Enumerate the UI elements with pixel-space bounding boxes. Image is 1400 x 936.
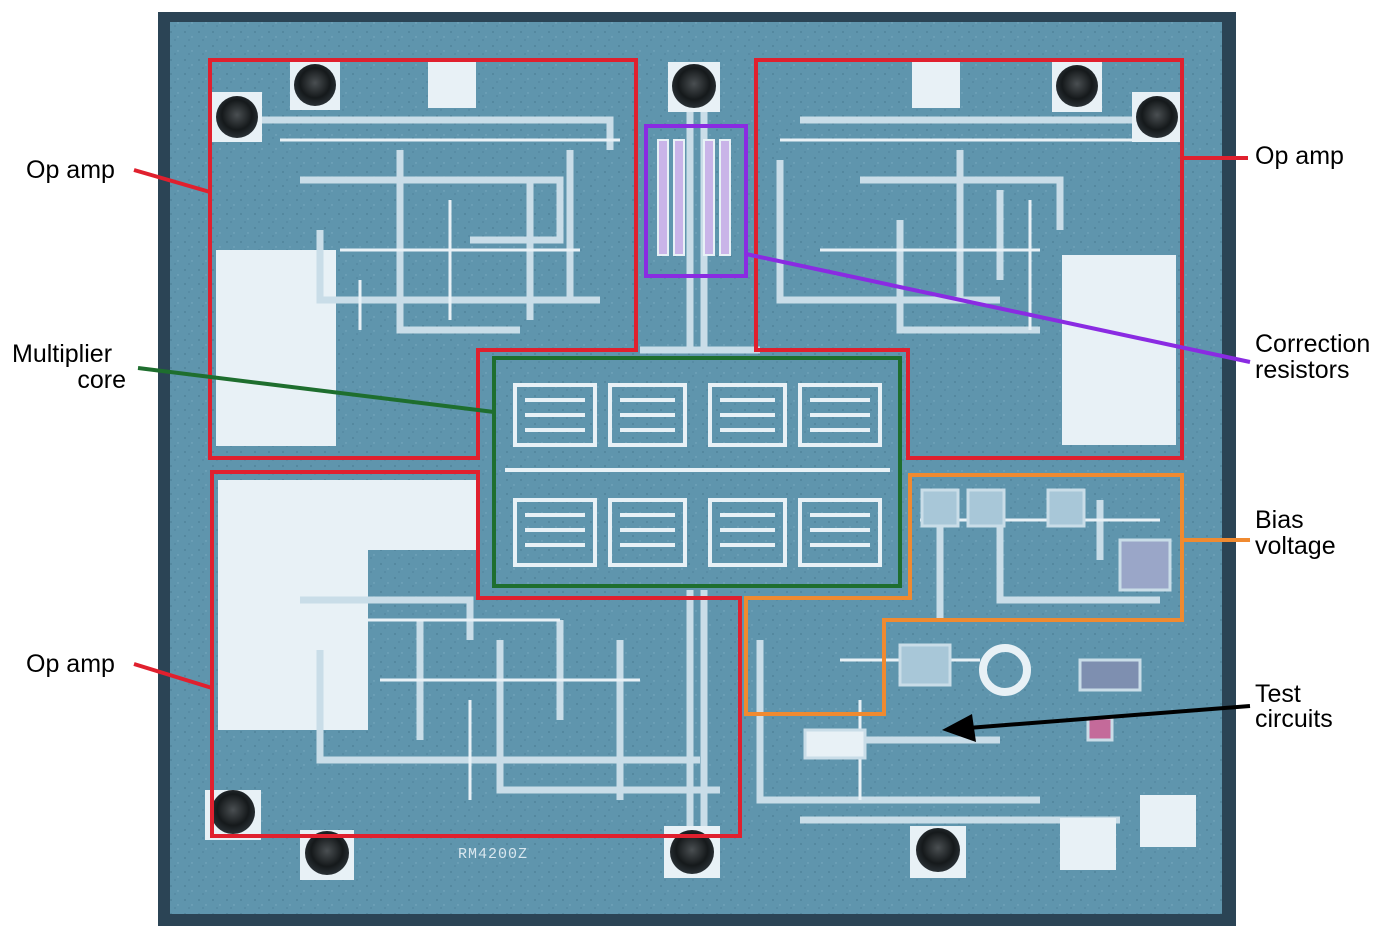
leader-op-amp-bottom-left [133,662,213,690]
bond-pad [916,828,960,872]
multiplier-core-structures [505,383,890,567]
label-bias-line1: Bias [1255,506,1304,534]
label-correction-line2: resistors [1255,356,1349,384]
leader-correction-resistors [745,252,1251,364]
metal-traces [260,80,1160,860]
label-op-amp-bottom-left: Op amp [26,650,115,678]
test-structures [803,643,1142,760]
metal-plate-tl [216,250,336,446]
bond-pad [305,831,349,875]
bond-pad [294,64,336,106]
correction-resistor-structures [657,139,731,256]
bond-pad [1060,818,1116,870]
leader-multiplier-core [137,366,495,414]
die: RM4200Z [158,12,1236,926]
metal-traces-fine [280,138,1160,800]
bond-pad [1136,96,1178,138]
leader-op-amp-top-left [133,168,211,194]
metal-plate-bl2 [218,480,476,550]
bond-pad [1140,795,1196,847]
label-multiplier-line1: Multiplier [12,340,112,368]
label-multiplier-line2: core [77,366,126,394]
label-test-line1: Test [1255,680,1301,708]
label-op-amp-top-left: Op amp [26,156,115,184]
bias-structures [920,488,1172,592]
bond-pad [912,62,960,108]
region-op-amp-top-left [208,58,638,460]
region-op-amp-bottom-left [210,470,742,838]
label-test-line2: circuits [1255,705,1333,733]
bond-pad [670,830,714,874]
bond-pad [216,96,258,138]
leader-test-circuits [967,704,1251,730]
die-marking: RM4200Z [458,846,528,863]
region-correction-resistors [644,124,748,278]
bond-pad [211,790,255,834]
bond-pad [1056,65,1098,107]
label-bias-line2: voltage [1255,532,1336,560]
bond-pads [205,60,1196,880]
bond-pad [428,62,476,108]
labels: Op amp Op amp Op amp Multiplier core Cor… [12,142,1370,733]
region-multiplier-core [492,356,902,588]
bond-pad [672,64,716,108]
metal-plate-tr [1062,255,1176,445]
label-correction-line1: Correction [1255,330,1370,358]
region-bias-voltage [744,473,1184,716]
region-op-amp-top-right [754,58,1184,460]
label-op-amp-top-right: Op amp [1255,142,1344,170]
arrowhead-test-circuits [942,714,976,742]
leader-lines [133,156,1251,730]
